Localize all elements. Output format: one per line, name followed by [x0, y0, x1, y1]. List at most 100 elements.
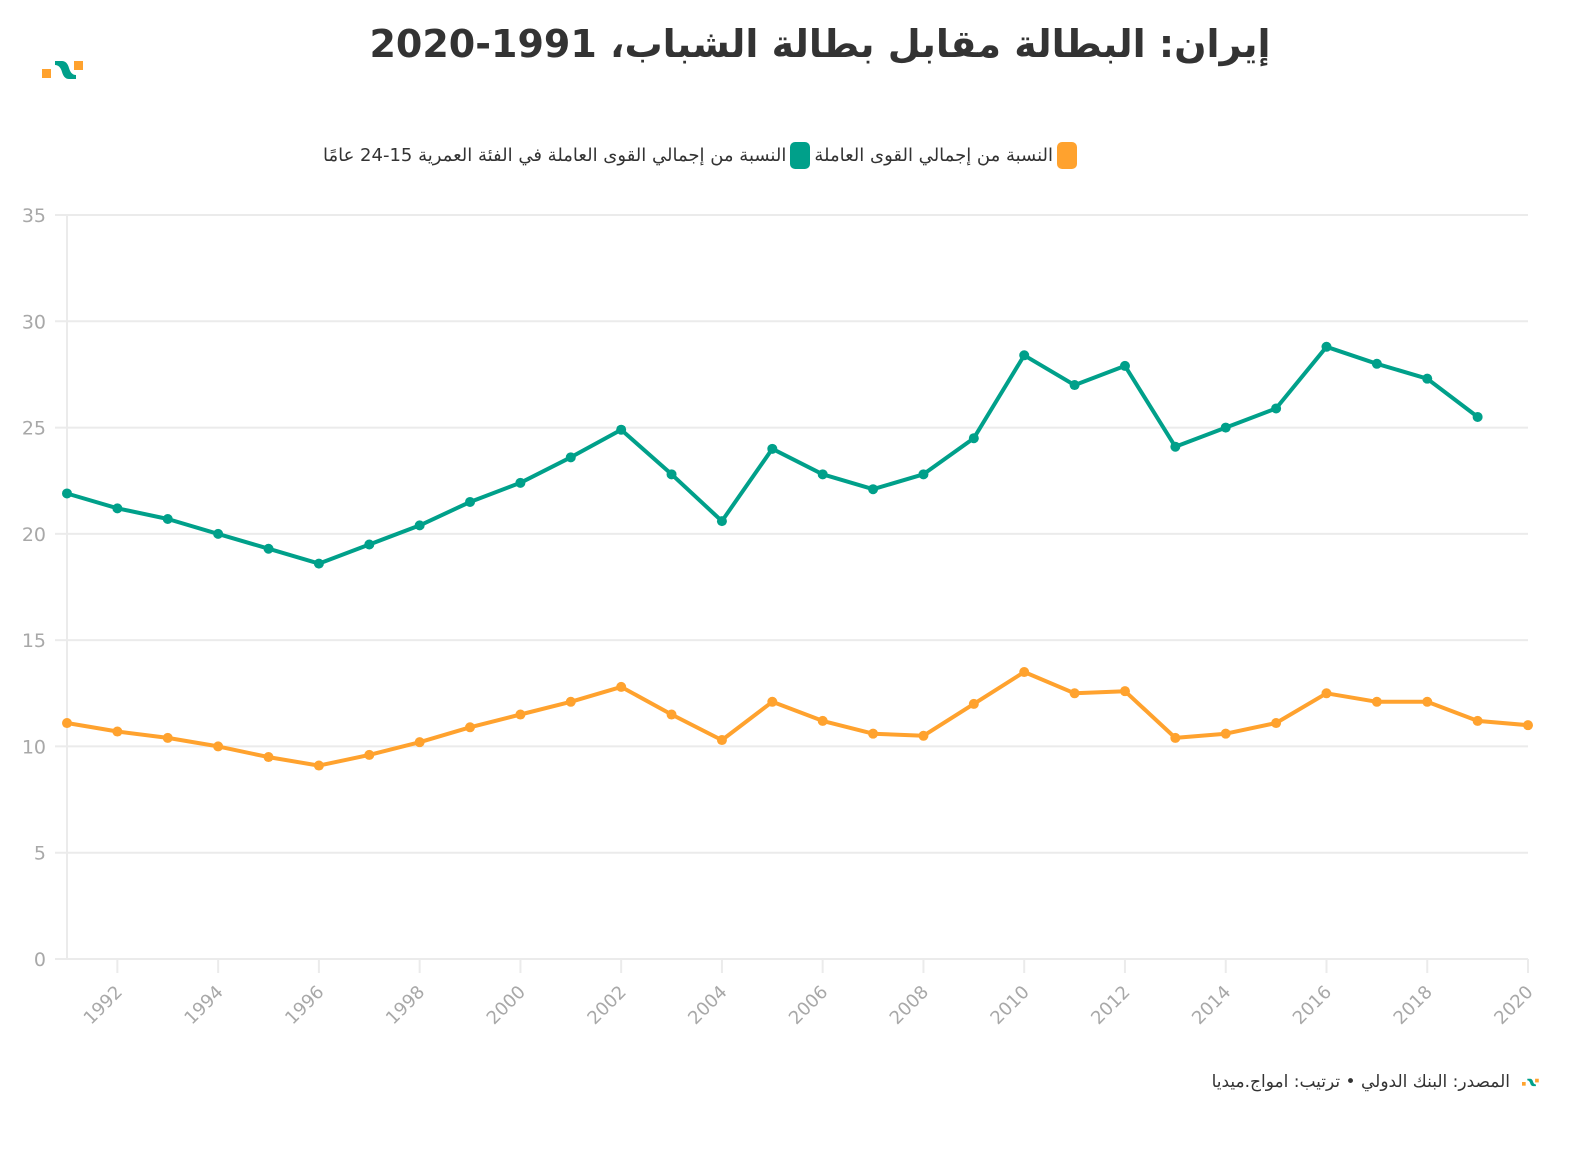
data-point-total-2004[interactable]	[716, 735, 727, 746]
data-point-total-2008[interactable]	[918, 730, 929, 741]
series-group	[62, 341, 1533, 771]
legend-item-total[interactable]: النسبة من إجمالي القوى العاملة	[814, 142, 1078, 169]
data-point-total-1993[interactable]	[162, 732, 173, 743]
data-point-total-2013[interactable]	[1170, 732, 1181, 743]
data-point-total-2003[interactable]	[666, 709, 677, 720]
data-point-youth-1996[interactable]	[313, 558, 324, 569]
data-point-total-1995[interactable]	[263, 752, 274, 763]
data-point-total-2011[interactable]	[1069, 688, 1080, 699]
y-tick-label: 5	[34, 843, 46, 865]
data-point-total-2007[interactable]	[868, 728, 879, 739]
x-tick-label: 2004	[684, 982, 731, 1029]
line-chart: 0 5 10 15 20 25 30 35 1992 1994 1996 1998 2000 2002 2…	[22, 205, 1538, 1029]
data-point-total-2017[interactable]	[1371, 696, 1382, 707]
data-point-youth-2019[interactable]	[1472, 411, 1483, 422]
data-point-total-2001[interactable]	[565, 696, 576, 707]
data-point-youth-1991[interactable]	[62, 488, 72, 499]
legend-swatch-total	[1057, 142, 1078, 169]
data-point-total-2014[interactable]	[1220, 728, 1231, 739]
data-point-total-2016[interactable]	[1321, 688, 1332, 699]
chart-legend: النسبة من إجمالي القوى العاملة في الفئة …	[200, 142, 1200, 169]
x-tick-label: 2018	[1390, 982, 1437, 1029]
legend-item-youth[interactable]: النسبة من إجمالي القوى العاملة في الفئة …	[322, 142, 811, 169]
y-tick-label: 35	[22, 205, 46, 227]
data-point-youth-2007[interactable]	[868, 484, 879, 495]
data-point-total-2019[interactable]	[1472, 715, 1483, 726]
series-line-youth	[65, 344, 1480, 566]
data-point-total-2012[interactable]	[1119, 686, 1130, 697]
x-tick-label: 2000	[483, 982, 530, 1029]
data-point-youth-2015[interactable]	[1271, 403, 1282, 414]
data-point-youth-2003[interactable]	[666, 469, 677, 480]
data-point-youth-2013[interactable]	[1170, 441, 1181, 452]
amwaj-logo-small-icon	[1522, 1078, 1539, 1087]
data-point-youth-2005[interactable]	[767, 443, 778, 454]
data-point-total-1997[interactable]	[364, 749, 375, 760]
data-point-total-2005[interactable]	[767, 696, 778, 707]
data-point-youth-2010[interactable]	[1019, 350, 1030, 361]
y-tick-label: 0	[34, 949, 46, 971]
data-point-youth-2017[interactable]	[1371, 358, 1382, 369]
x-tick-label: 1998	[382, 982, 429, 1029]
y-tick-label: 15	[22, 630, 46, 652]
data-point-youth-1995[interactable]	[263, 543, 274, 554]
data-point-youth-2018[interactable]	[1422, 373, 1433, 384]
x-tick-label: 2008	[886, 982, 933, 1029]
legend-label-youth: النسبة من إجمالي القوى العاملة في الفئة …	[322, 145, 787, 166]
data-point-total-1998[interactable]	[414, 737, 425, 748]
x-tick-label: 1994	[180, 982, 227, 1029]
data-point-youth-2012[interactable]	[1119, 360, 1130, 371]
x-tick-label: 1992	[80, 982, 127, 1029]
data-point-total-2009[interactable]	[968, 698, 979, 709]
y-tick-label: 20	[22, 524, 46, 546]
x-tick-label: 2014	[1188, 982, 1235, 1029]
data-point-youth-2006[interactable]	[817, 469, 828, 480]
data-point-total-1999[interactable]	[465, 722, 476, 733]
data-point-total-2020[interactable]	[1523, 720, 1533, 731]
y-tick-label: 25	[22, 418, 46, 440]
grid-lines	[55, 214, 1528, 960]
x-tick-label: 2010	[986, 982, 1033, 1029]
footer-source: المصدر: البنك الدولي • ترتيب: امواج.ميدي…	[1212, 1072, 1540, 1092]
data-point-total-1996[interactable]	[313, 760, 324, 771]
data-point-youth-1998[interactable]	[414, 520, 425, 531]
chart-title: إيران: البطالة مقابل بطالة الشباب، 1991-…	[369, 22, 1271, 66]
y-tick-label: 10	[22, 736, 46, 758]
data-point-youth-2016[interactable]	[1321, 341, 1332, 352]
data-point-youth-2004[interactable]	[716, 516, 727, 527]
data-point-youth-1993[interactable]	[162, 513, 173, 524]
data-point-total-2015[interactable]	[1271, 718, 1282, 729]
data-point-total-2002[interactable]	[616, 681, 627, 692]
legend-label-total: النسبة من إجمالي القوى العاملة	[814, 145, 1054, 166]
data-point-total-2006[interactable]	[817, 715, 828, 726]
x-tick-label: 2012	[1087, 982, 1134, 1029]
data-point-total-1994[interactable]	[213, 741, 224, 752]
series-line-total	[65, 670, 1530, 768]
data-point-youth-2014[interactable]	[1220, 422, 1231, 433]
data-point-total-1992[interactable]	[112, 726, 123, 737]
y-axis-ticks: 0 5 10 15 20 25 30 35	[22, 205, 46, 971]
x-tick-label: 2002	[583, 982, 630, 1029]
data-point-youth-2000[interactable]	[515, 477, 526, 488]
data-point-youth-2001[interactable]	[565, 452, 576, 463]
data-point-youth-2002[interactable]	[616, 424, 627, 435]
x-tick-label: 2006	[785, 982, 832, 1029]
x-tick-label: 2020	[1490, 982, 1537, 1029]
data-point-youth-2008[interactable]	[918, 469, 929, 480]
data-point-youth-2009[interactable]	[968, 433, 979, 444]
data-point-youth-2011[interactable]	[1069, 380, 1080, 391]
data-point-total-2018[interactable]	[1422, 696, 1433, 707]
source-text: المصدر: البنك الدولي • ترتيب: امواج.ميدي…	[1211, 1072, 1510, 1092]
data-point-total-2010[interactable]	[1019, 667, 1030, 678]
data-point-total-1991[interactable]	[62, 718, 72, 729]
x-axis-ticks: 1992 1994 1996 1998 2000 2002 2004 2006 2008 2010…	[80, 959, 1538, 1029]
amwaj-logo-icon	[42, 61, 83, 79]
x-tick-label: 2016	[1289, 982, 1336, 1029]
data-point-youth-1997[interactable]	[364, 539, 375, 550]
data-point-total-2000[interactable]	[515, 709, 526, 720]
data-point-youth-1999[interactable]	[465, 496, 476, 507]
legend-swatch-youth	[790, 142, 811, 169]
data-point-youth-1994[interactable]	[213, 528, 224, 539]
y-tick-label: 30	[22, 311, 46, 333]
data-point-youth-1992[interactable]	[112, 503, 123, 514]
